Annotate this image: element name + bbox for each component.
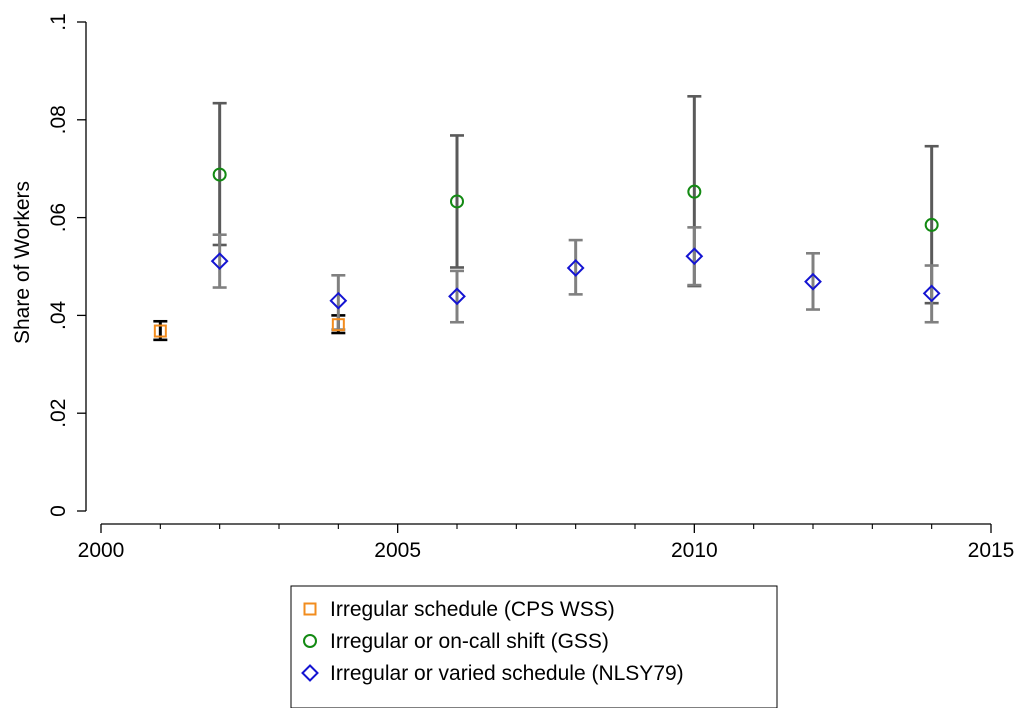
data-point	[922, 284, 941, 303]
data-point	[448, 287, 466, 306]
y-axis-label: Share of Workers	[11, 181, 34, 344]
y-tick-label: .1	[47, 13, 70, 31]
data-point	[450, 194, 464, 209]
x-tick-label: 2010	[671, 539, 718, 562]
y-tick-label: 0	[47, 505, 70, 517]
y-tick-label: .02	[47, 399, 70, 428]
legend-label: Irregular or on-call shift (GSS)	[330, 630, 609, 653]
legend: Irregular schedule (CPS WSS) Irregular or…	[290, 585, 778, 709]
data-point	[329, 291, 348, 310]
legend-label: Irregular or varied schedule (NLSY79)	[330, 662, 684, 685]
plot-marks	[153, 95, 941, 342]
y-tick-label: .08	[47, 105, 70, 134]
data-point	[804, 272, 822, 291]
data-point	[685, 247, 704, 266]
x-tick-label: 2005	[374, 539, 421, 562]
x-tick-label: 2000	[78, 539, 125, 562]
data-point	[212, 167, 227, 182]
legend-label: Irregular schedule (CPS WSS)	[330, 598, 615, 621]
legend-marker	[301, 664, 319, 682]
data-point	[153, 324, 167, 338]
legend-marker	[303, 602, 317, 616]
data-point	[331, 318, 345, 332]
x-tick-label: 2015	[968, 539, 1015, 562]
y-tick-label: .04	[47, 300, 70, 330]
data-point	[210, 252, 229, 271]
data-point	[924, 217, 939, 232]
legend-box	[290, 585, 778, 709]
data-point	[566, 259, 585, 277]
y-tick-label: .06	[47, 203, 70, 232]
legend-marker	[303, 634, 317, 648]
data-point	[687, 184, 702, 199]
axes: 0 .02 .04 .06 .08 .1 Share of Workers 2000 2005 2…	[11, 13, 1014, 562]
